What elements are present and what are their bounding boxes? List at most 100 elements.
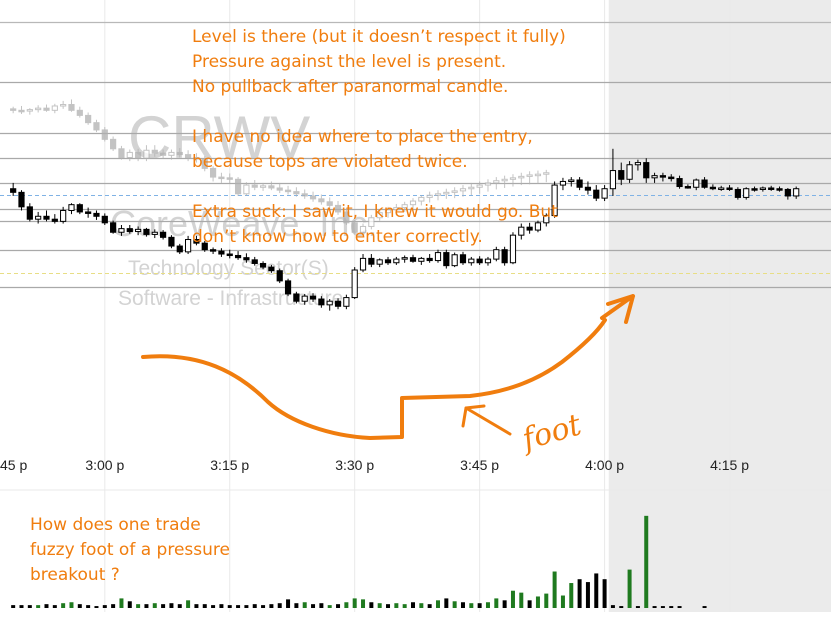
candle-body: [384, 259, 392, 264]
candle: [751, 186, 758, 192]
candle-body: [351, 269, 358, 299]
volume-bar: [669, 606, 674, 608]
candle: [10, 182, 17, 196]
candle: [476, 256, 483, 265]
x-tick-label: 3:45 p: [460, 457, 499, 473]
overlay-candle-body: [26, 109, 33, 112]
candle-body: [101, 215, 108, 224]
volume-bar: [94, 606, 99, 608]
overlay-candle: [451, 187, 458, 199]
candle-body: [259, 262, 267, 268]
x-tick-label: 3:30 p: [335, 457, 374, 473]
overlay-candle: [51, 103, 58, 114]
overlay-candle: [18, 105, 25, 114]
candle-body: [243, 257, 250, 261]
candle-body: [160, 231, 167, 238]
candle: [126, 225, 133, 234]
candle-body: [609, 170, 617, 190]
after-hours-shade: [608, 0, 831, 612]
candle: [559, 177, 567, 191]
volume-bar: [27, 605, 32, 608]
candle-body: [476, 258, 483, 264]
candle: [526, 222, 533, 234]
overlay-candle-body: [243, 184, 250, 195]
candle: [484, 256, 492, 266]
overlay-candle: [259, 182, 267, 191]
candle-body: [401, 257, 408, 260]
candle-body: [284, 280, 292, 295]
volume-bar: [544, 593, 549, 608]
volume-bar: [177, 604, 182, 608]
candle-body: [135, 228, 142, 233]
candle-body: [301, 295, 308, 302]
candle-body: [601, 188, 608, 199]
candle: [293, 291, 300, 304]
volume-bar: [286, 599, 291, 608]
candle-body: [484, 258, 492, 264]
volume-bar: [369, 602, 374, 608]
candle: [518, 223, 525, 240]
overlay-candle-body: [68, 104, 75, 111]
candle: [659, 172, 667, 182]
overlay-candle-body: [51, 105, 58, 111]
overlay-candle: [184, 150, 192, 162]
overlay-candle-body: [451, 190, 458, 193]
overlay-candle: [218, 172, 225, 183]
overlay-candle: [226, 173, 233, 183]
candle-body: [309, 295, 317, 300]
overlay-candle: [351, 219, 358, 235]
candle: [243, 253, 250, 263]
horizontal-levels: [0, 21, 831, 289]
volume-bar: [411, 602, 416, 608]
time-axis: 45 p 3:00 p 3:15 p 3:30 p 3:45 p 4:00 p 4:15 p: [0, 457, 749, 473]
candle: [110, 220, 117, 234]
candle: [401, 255, 408, 263]
candle: [543, 213, 550, 227]
candle: [93, 210, 100, 220]
volume-bar: [352, 598, 357, 608]
volume-bar: [311, 604, 316, 608]
candle: [609, 148, 617, 196]
candle-body: [643, 162, 650, 179]
overlay-candle-body: [135, 151, 142, 159]
overlay-candle-body: [43, 107, 50, 111]
overlay-candle: [526, 171, 533, 185]
overlay-candle: [168, 149, 175, 160]
overlay-candle: [401, 201, 408, 212]
candle-body: [784, 188, 791, 197]
overlay-candle: [376, 209, 383, 221]
candle-body: [668, 176, 675, 180]
overlay-candle: [543, 169, 550, 183]
volume-bar: [519, 592, 524, 608]
candle: [393, 256, 400, 265]
candle-body: [43, 215, 50, 220]
overlay-candle-body: [284, 189, 292, 193]
candle-body: [634, 162, 642, 166]
candle-body: [543, 215, 550, 224]
volume-bar: [327, 605, 332, 608]
volume-bar: [319, 603, 324, 608]
candle-body: [659, 175, 667, 178]
overlay-candle-body: [193, 157, 200, 160]
volume-bar: [577, 579, 582, 608]
overlay-candle: [143, 145, 150, 162]
candle-body: [218, 250, 225, 255]
candle-body: [626, 164, 633, 180]
candle: [493, 246, 500, 262]
overlay-candle-body: [176, 151, 183, 156]
volume-bar: [619, 606, 624, 608]
volume-bar: [585, 582, 590, 608]
volume-bar: [102, 605, 107, 608]
candle-body: [176, 245, 183, 253]
overlay-candle-body: [85, 114, 92, 124]
overlay-candle-body: [293, 191, 300, 195]
volume-bar: [161, 604, 166, 608]
candle: [234, 251, 242, 260]
candle: [501, 246, 508, 266]
overlay-candle: [326, 197, 333, 209]
overlay-candle-body: [301, 193, 308, 197]
overlay-candle-body: [434, 193, 442, 196]
candle: [376, 258, 383, 268]
volume-bar: [660, 606, 665, 608]
